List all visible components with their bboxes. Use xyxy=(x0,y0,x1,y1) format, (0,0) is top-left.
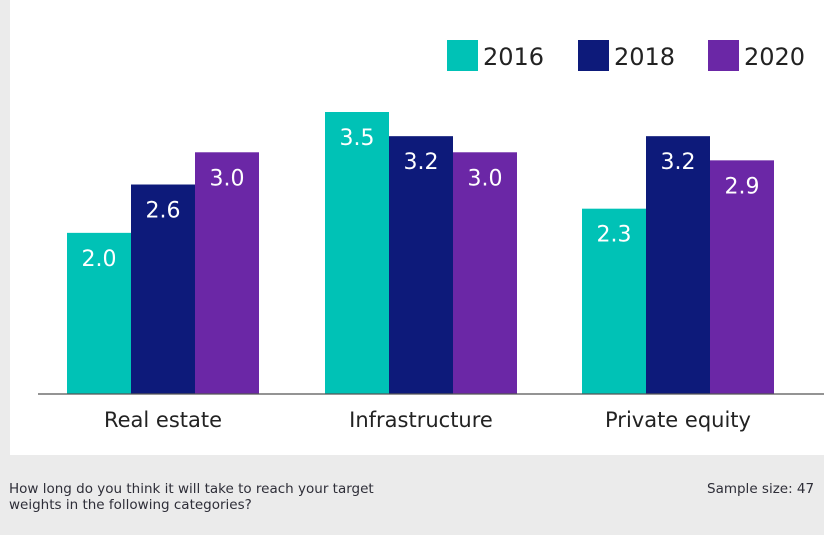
value-label: 2.6 xyxy=(146,199,181,224)
value-label: 2.3 xyxy=(597,223,632,248)
legend-swatch-2016 xyxy=(447,40,478,71)
legend-swatch-2020 xyxy=(708,40,739,71)
x-axis: Real estate Infrastructure Private equity xyxy=(38,393,824,432)
bar-private-equity-2016 xyxy=(582,208,646,394)
x-tick-label: Private equity xyxy=(605,408,751,432)
bar-infrastructure-2020 xyxy=(453,152,517,394)
legend-swatch-2018 xyxy=(578,40,609,71)
survey-question: How long do you think it will take to re… xyxy=(9,481,374,513)
bar-real-estate-2018 xyxy=(131,184,195,394)
sample-size: Sample size: 47 xyxy=(707,481,815,497)
legend-label-2020: 2020 xyxy=(744,43,805,71)
value-label: 2.0 xyxy=(82,247,117,272)
value-label: 3.2 xyxy=(404,150,439,175)
legend-label-2016: 2016 xyxy=(483,43,544,71)
bar-chart: 2016 2018 2020 2.0 2.6 3.0 3.5 3.2 3.0 2.3 3.2 2.9… xyxy=(38,40,824,432)
x-tick-label: Infrastructure xyxy=(349,408,493,432)
value-label: 3.0 xyxy=(468,166,503,191)
x-tick-label: Real estate xyxy=(104,408,222,432)
bar-infrastructure-2016 xyxy=(325,112,389,394)
bar-private-equity-2020 xyxy=(710,160,774,394)
bar-infrastructure-2018 xyxy=(389,136,453,394)
bar-real-estate-2016 xyxy=(67,232,131,394)
bar-private-equity-2018 xyxy=(646,136,710,394)
value-label: 3.5 xyxy=(340,126,375,151)
legend: 2016 2018 2020 xyxy=(447,40,805,71)
value-labels: 2.0 2.6 3.0 3.5 3.2 3.0 2.3 3.2 2.9 xyxy=(82,126,760,272)
bars xyxy=(67,112,774,394)
value-label: 2.9 xyxy=(725,174,760,199)
value-label: 3.0 xyxy=(210,166,245,191)
bar-real-estate-2020 xyxy=(195,152,259,394)
value-label: 3.2 xyxy=(661,150,696,175)
chart-panel: 2016 2018 2020 2.0 2.6 3.0 3.5 3.2 3.0 2.3 3.2 2.9… xyxy=(10,0,824,455)
legend-label-2018: 2018 xyxy=(614,43,675,71)
